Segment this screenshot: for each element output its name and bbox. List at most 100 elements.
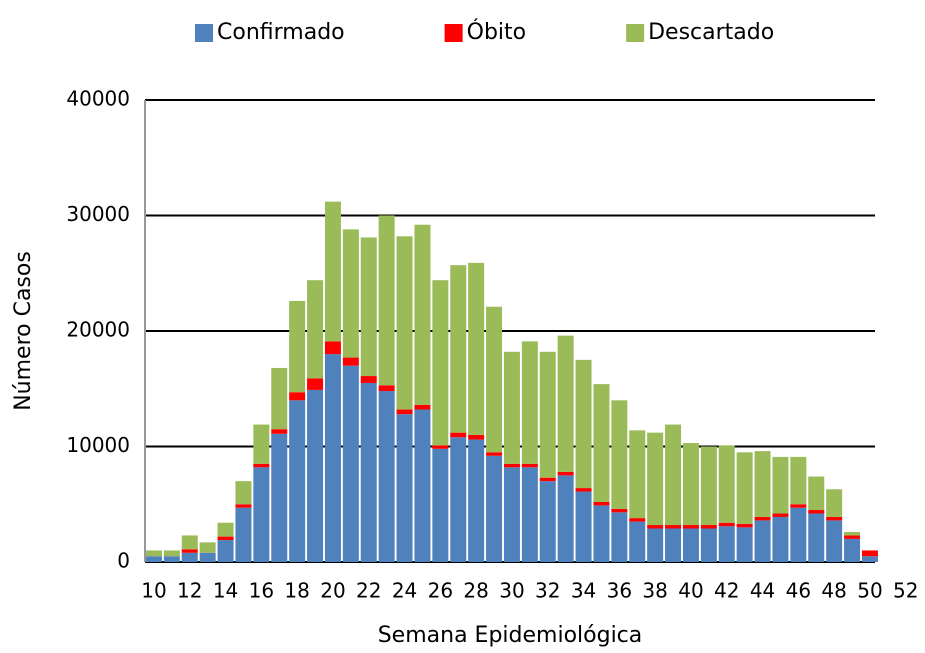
bar-segment xyxy=(736,527,753,562)
bar-segment xyxy=(289,400,306,562)
bar-segment xyxy=(503,463,520,468)
bar-segment xyxy=(665,528,682,562)
bar-segment xyxy=(665,424,682,526)
bar-segment xyxy=(861,556,878,562)
bar-segment xyxy=(307,389,324,562)
bar-segment xyxy=(826,489,843,517)
bar-segment xyxy=(682,528,699,562)
bar-segment xyxy=(682,443,699,526)
bar-segment xyxy=(718,526,735,562)
bar-segment xyxy=(575,488,592,492)
bar-segment xyxy=(575,359,592,489)
bar-segment xyxy=(486,306,503,453)
y-tick-label: 0 xyxy=(117,549,130,573)
legend-swatch xyxy=(444,24,463,42)
bar-segment xyxy=(181,549,198,553)
bar-segment xyxy=(324,201,341,342)
bar-segment xyxy=(378,385,395,392)
bar-segment xyxy=(629,518,646,522)
bar-segment xyxy=(539,481,556,562)
bar-segment xyxy=(307,378,324,390)
legend-label: Confirmado xyxy=(217,20,345,45)
bar-segment xyxy=(844,538,861,562)
bar-segment xyxy=(539,477,556,482)
bar-segment xyxy=(611,508,628,513)
bar-segment xyxy=(503,351,520,464)
bar-segment xyxy=(342,365,359,562)
y-tick-label: 10000 xyxy=(66,433,130,457)
y-axis-title: Número Casos xyxy=(11,251,36,411)
bar-segment xyxy=(844,535,861,539)
bar-segment xyxy=(700,446,717,526)
bar-segment xyxy=(700,528,717,562)
legend-label: Descartado xyxy=(648,20,774,45)
x-tick-label: 12 xyxy=(177,579,202,603)
bar-segment xyxy=(647,528,664,562)
bar-segment xyxy=(414,404,431,410)
bar-segment xyxy=(539,351,556,478)
bar-segment xyxy=(790,504,807,508)
bar-segment xyxy=(593,501,610,506)
bar-segment xyxy=(521,341,538,464)
bar-segment xyxy=(736,523,753,528)
bar-segment xyxy=(557,471,574,476)
bar-segment xyxy=(468,262,485,435)
bar-segment xyxy=(342,357,359,366)
bar-segment xyxy=(736,452,753,524)
bar-segment xyxy=(378,215,395,386)
x-tick-label: 30 xyxy=(499,579,524,603)
x-tick-label: 22 xyxy=(356,579,381,603)
bar-segment xyxy=(629,430,646,519)
bar-segment xyxy=(271,429,288,434)
bar-segment xyxy=(432,448,449,562)
bar-segment xyxy=(235,504,252,508)
y-tick-label: 20000 xyxy=(66,318,130,342)
bar-segment xyxy=(163,556,180,562)
bar-segment xyxy=(396,414,413,562)
y-tick-label: 40000 xyxy=(66,87,130,111)
x-tick-label: 48 xyxy=(821,579,846,603)
bar-segment xyxy=(199,552,216,562)
bar-segment xyxy=(181,535,198,550)
bar-segment xyxy=(217,522,234,537)
bar-segment xyxy=(700,525,717,529)
x-tick-label: 52 xyxy=(893,579,918,603)
bar-segment xyxy=(844,531,861,536)
bar-segment xyxy=(432,280,449,446)
legend-swatch xyxy=(195,24,213,42)
x-tick-label: 40 xyxy=(678,579,703,603)
bar-segment xyxy=(503,467,520,562)
bar-segment xyxy=(253,424,270,464)
bar-segment xyxy=(772,516,789,562)
bar-segment xyxy=(235,507,252,562)
bar-segment xyxy=(360,237,377,377)
legend-swatch xyxy=(626,24,645,42)
bar-segment xyxy=(772,456,789,514)
x-tick-label: 42 xyxy=(714,579,739,603)
x-tick-label: 44 xyxy=(750,579,775,603)
x-tick-label: 34 xyxy=(571,579,596,603)
x-axis-title: Semana Epidemiológica xyxy=(378,623,643,648)
bar-segment xyxy=(145,550,162,557)
bar-segment xyxy=(521,463,538,468)
bar-segment xyxy=(217,540,234,562)
bar-segment xyxy=(593,384,610,502)
bar-segment xyxy=(145,556,162,562)
bar-segment xyxy=(414,224,431,405)
bar-segment xyxy=(271,367,288,430)
x-tick-label: 10 xyxy=(141,579,166,603)
bar-segment xyxy=(808,513,825,562)
bar-segment xyxy=(217,536,234,541)
x-tick-label: 28 xyxy=(463,579,488,603)
x-tick-label: 46 xyxy=(786,579,811,603)
bar-segment xyxy=(360,382,377,562)
bar-segment xyxy=(521,467,538,562)
bar-segment xyxy=(575,491,592,562)
legend-label: Óbito xyxy=(467,19,526,45)
bar-segment xyxy=(486,452,503,456)
bar-segment xyxy=(647,432,664,526)
bar-segment xyxy=(163,550,180,557)
x-tick-label: 18 xyxy=(284,579,309,603)
bar-segment xyxy=(718,445,735,523)
